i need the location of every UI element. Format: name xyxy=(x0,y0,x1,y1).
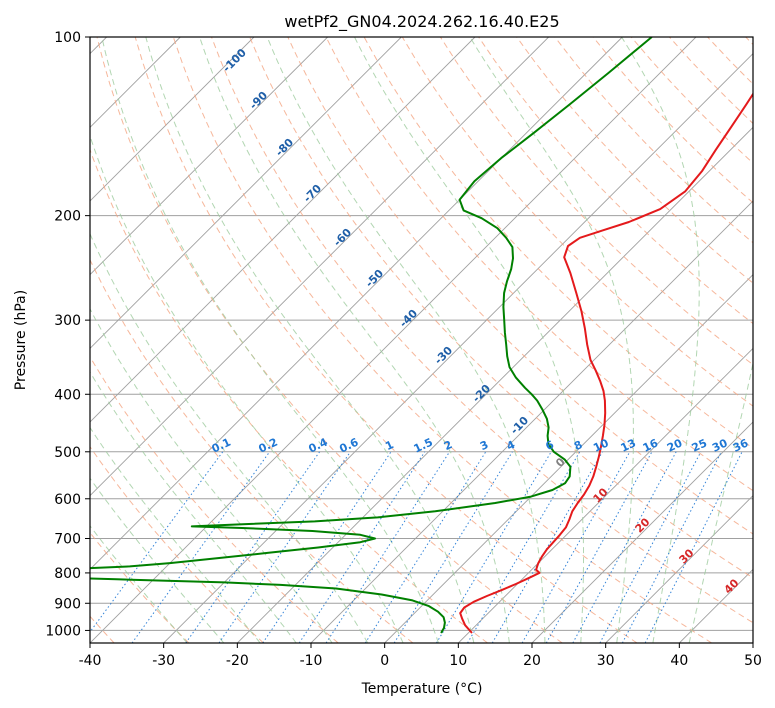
x-tick-label: 20 xyxy=(523,653,541,669)
mixing-ratio-label: 20 xyxy=(665,436,685,454)
x-tick-label: -40 xyxy=(79,653,102,669)
moist-adiabat-line xyxy=(101,37,439,643)
plot-background xyxy=(90,37,753,643)
mixing-ratio-label: 16 xyxy=(641,436,661,454)
dry-adiabat-line xyxy=(96,37,563,643)
y-axis-title: Pressure (hPa) xyxy=(13,290,29,390)
isotherm-line xyxy=(90,37,697,643)
mixing-ratio-line xyxy=(131,451,271,643)
x-axis-title: Temperature (°C) xyxy=(361,681,483,697)
mixing-ratio-line xyxy=(467,451,581,643)
dry-adiabat-line xyxy=(211,37,753,624)
x-tick-label: 50 xyxy=(744,653,762,669)
x-tick-label: 10 xyxy=(449,653,467,669)
moist-adiabat-line xyxy=(90,371,297,643)
isotherm-line xyxy=(90,37,328,276)
x-tick-label: 0 xyxy=(380,653,389,669)
mixing-ratio-line xyxy=(491,451,603,643)
moist-adiabat-line xyxy=(145,37,475,643)
mixing-ratio-label: 30 xyxy=(710,436,730,454)
dewpoint-profile-line xyxy=(90,37,653,634)
mixing-ratio-line xyxy=(521,451,631,643)
y-tick-label: 400 xyxy=(54,387,81,403)
x-tick-label: -10 xyxy=(300,653,323,669)
y-tick-label: 800 xyxy=(54,566,81,582)
moist-adiabat-line xyxy=(469,37,634,643)
isotherm-line xyxy=(752,642,753,643)
isotherm-line xyxy=(90,37,476,423)
x-tick-label: 30 xyxy=(597,653,615,669)
mixing-ratio-label: 36 xyxy=(731,436,751,454)
mixing-ratio-line xyxy=(364,451,487,643)
isotherm-line xyxy=(90,37,402,349)
x-axis: -40 -30 -20 -10 0 10 20 30 40 50 xyxy=(79,643,762,669)
dry-adiabat-line xyxy=(134,37,638,643)
y-tick-label: 300 xyxy=(54,313,81,329)
moist-adiabat-line xyxy=(90,477,225,643)
moist-adiabat-line xyxy=(621,37,700,643)
mixing-ratio-line xyxy=(545,451,653,643)
isotherm-line xyxy=(163,53,753,643)
x-tick-label: -30 xyxy=(152,653,175,669)
y-tick-label: 200 xyxy=(54,209,81,225)
y-tick-label: 900 xyxy=(54,596,81,612)
mixing-ratio-label: 10 xyxy=(591,436,611,454)
moist-adiabat-line xyxy=(688,361,753,643)
mixing-ratio-line xyxy=(393,451,513,643)
mixing-ratio-line xyxy=(599,451,702,643)
data-series xyxy=(90,37,753,634)
moist-adiabat-line xyxy=(354,37,584,643)
y-axis: 100 200 300 400 500 600 700 800 900 1000 xyxy=(45,30,90,639)
y-tick-label: 100 xyxy=(54,30,81,46)
chart-title: wetPf2_GN04.2024.262.16.40.E25 xyxy=(284,12,559,32)
moist-adiabat-line xyxy=(266,37,546,643)
x-tick-label: -20 xyxy=(226,653,249,669)
temperature-profile-line xyxy=(459,92,753,634)
y-tick-label: 700 xyxy=(54,532,81,548)
moist-adiabat-line xyxy=(90,232,369,643)
isotherm-line xyxy=(90,37,623,570)
y-tick-label: 500 xyxy=(54,445,81,461)
isotherm-line xyxy=(605,495,753,643)
dry-adiabat-line xyxy=(287,37,753,535)
isotherm-line xyxy=(384,274,753,643)
dry-adiabat-line xyxy=(172,37,712,643)
moist-adiabat-line xyxy=(90,134,404,643)
background-lines xyxy=(90,37,753,643)
mixing-ratio-label: 25 xyxy=(690,436,709,454)
dry-adiabat-line xyxy=(325,37,753,492)
mixing-ratio-line xyxy=(435,451,552,643)
moist-adiabat-line xyxy=(199,37,510,643)
mixing-ratio-label: 13 xyxy=(619,436,638,454)
x-tick-label: 40 xyxy=(670,653,688,669)
dry-adiabat-line xyxy=(249,37,753,579)
dry-adiabat-line xyxy=(516,37,753,284)
isotherm-line xyxy=(237,126,753,643)
dry-adiabat-line xyxy=(90,445,264,643)
isotherm-line xyxy=(458,347,753,643)
isotherm-line xyxy=(531,421,753,643)
mixing-ratio-line xyxy=(572,451,677,643)
dry-adiabat-line xyxy=(90,258,414,643)
moist-adiabat-line xyxy=(90,426,261,643)
mixing-ratio-line xyxy=(218,451,351,643)
moist-adiabat-line xyxy=(90,525,188,643)
plot-frame xyxy=(89,36,754,644)
y-tick-label: 600 xyxy=(54,492,81,508)
dry-adiabat-line xyxy=(90,355,339,643)
isotherm-line xyxy=(90,37,549,497)
moist-adiabat-line xyxy=(90,307,333,643)
isotherm-line xyxy=(90,37,255,202)
mixing-ratio-line xyxy=(185,451,320,643)
y-tick-label: 1000 xyxy=(45,623,81,639)
